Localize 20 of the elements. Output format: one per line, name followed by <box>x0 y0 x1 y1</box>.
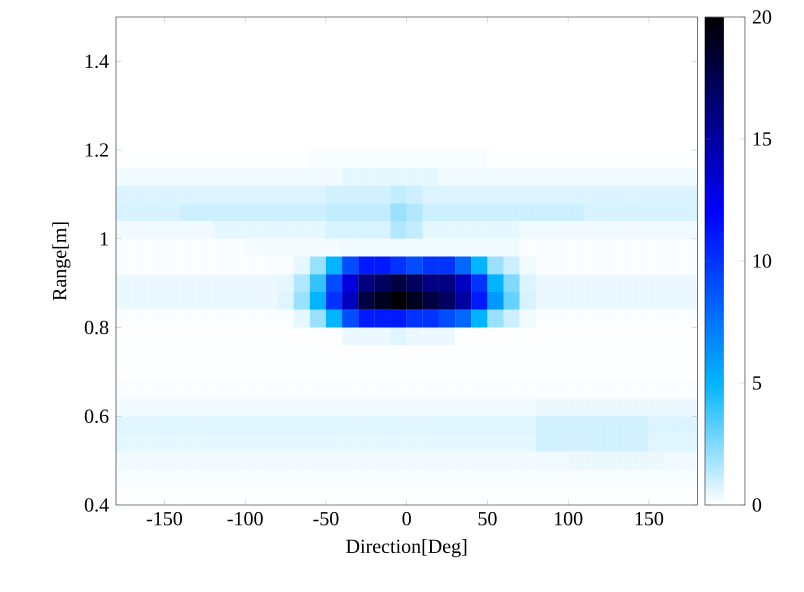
x-tick-label: 0 <box>402 512 411 526</box>
y-tick-label: 1 <box>100 232 108 246</box>
x-tick-label: 50 <box>478 512 497 526</box>
y-tick-label: 0.6 <box>84 409 108 424</box>
color-bar-label: 5 <box>753 376 762 390</box>
y-tick-label: 0.8 <box>84 320 108 334</box>
x-tick-label: 100 <box>554 512 582 526</box>
color-bar-label: 10 <box>754 254 772 268</box>
y-tick-label: 1.2 <box>86 143 108 157</box>
color-bar-label: 20 <box>752 10 772 24</box>
x-axis-title: Direction[Deg] <box>346 539 466 558</box>
y-tick-label: 1.4 <box>86 54 109 68</box>
y-axis-title: Range[m] <box>52 222 70 300</box>
y-tick-label: 0.4 <box>84 498 109 512</box>
color-bar-label: 0 <box>752 498 762 512</box>
x-tick-label: -150 <box>146 512 182 526</box>
x-tick-label: -100 <box>228 512 263 526</box>
x-tick-label: 150 <box>636 512 664 526</box>
x-tick-label: -50 <box>313 512 338 526</box>
color-bar-label: 15 <box>754 132 772 146</box>
